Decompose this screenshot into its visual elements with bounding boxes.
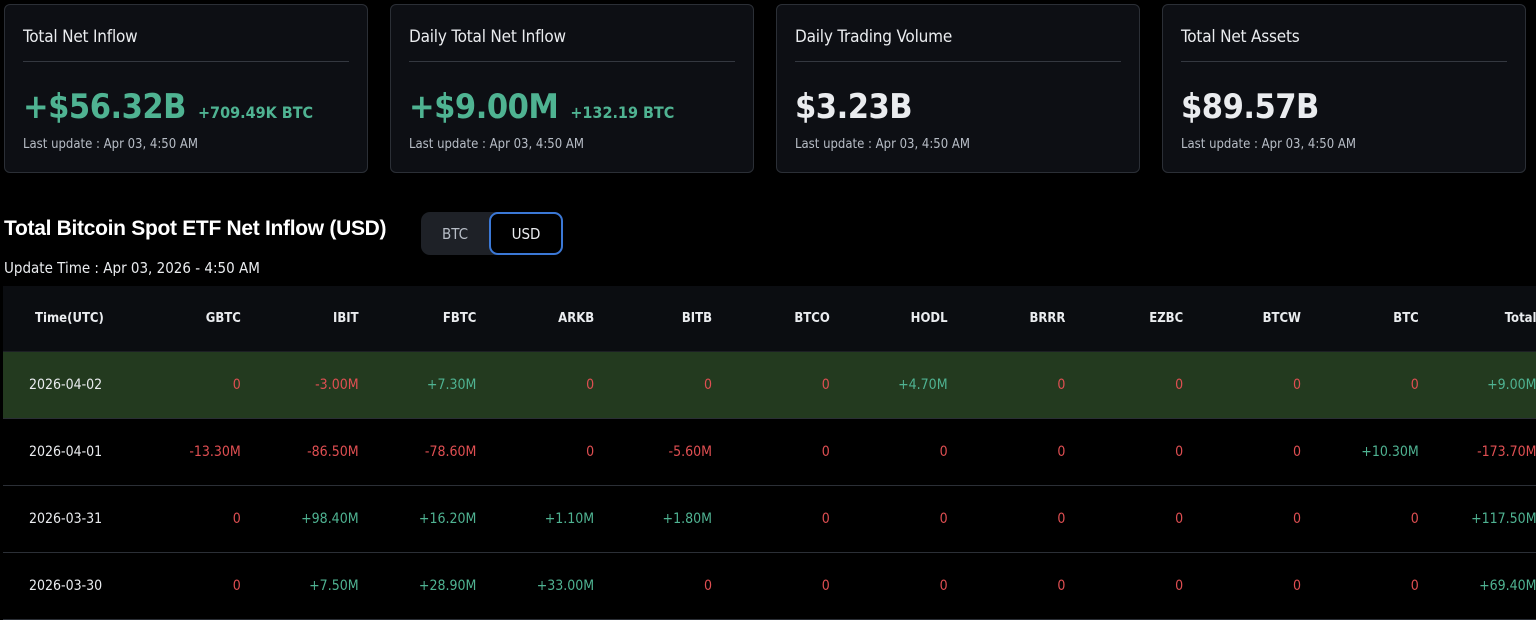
- section-title: Total Bitcoin Spot ETF Net Inflow (USD): [4, 217, 387, 240]
- card-title: Total Net Assets: [1181, 27, 1300, 47]
- cell-arkb: 0: [586, 444, 595, 460]
- table-row: 2026-03-30 0 +7.50M +28.90M +33.00M 0 0 0 0 0 0 0 +6…: [3, 553, 1536, 620]
- cell-btcw: 0: [1292, 444, 1301, 460]
- cell-btc: 0: [1410, 578, 1419, 594]
- toggle-usd-button[interactable]: USD: [489, 212, 563, 255]
- column-header-bitb[interactable]: BITB: [681, 311, 712, 326]
- cell-hodl: 0: [939, 444, 948, 460]
- column-header-total[interactable]: Total: [1504, 311, 1536, 326]
- cell-ezbc: 0: [1175, 444, 1184, 460]
- cell-btco: 0: [821, 377, 830, 393]
- card-title: Daily Total Net Inflow: [409, 27, 566, 47]
- card-value: +$9.00M: [409, 87, 559, 127]
- table-header-row: Time(UTC) GBTC IBIT FBTC ARKB BITB BTCO HODL BRR…: [3, 286, 1536, 352]
- column-header-btcw[interactable]: BTCW: [1262, 311, 1301, 326]
- etf-flow-table: Time(UTC) GBTC IBIT FBTC ARKB BITB BTCO HODL BRR…: [3, 286, 1536, 620]
- cell-total: +117.50M: [1471, 511, 1536, 527]
- cell-bitb: 0: [703, 578, 712, 594]
- column-header-ezbc[interactable]: EZBC: [1149, 311, 1184, 326]
- cell-fbtc: +16.20M: [418, 511, 477, 527]
- cell-arkb: +33.00M: [536, 578, 595, 594]
- cell-gbtc: 0: [232, 377, 241, 393]
- column-header-time-utc[interactable]: Time(UTC): [35, 311, 104, 326]
- cell-arkb: +1.10M: [544, 511, 595, 527]
- card-last-update: Last update : Apr 03, 4:50 AM: [1181, 137, 1356, 152]
- card-total-net-inflow: Total Net Inflow +$56.32B +709.49K BTC L…: [4, 4, 368, 173]
- cell-fbtc: -78.60M: [424, 444, 477, 460]
- cell-btcw: 0: [1292, 377, 1301, 393]
- card-value: $3.23B: [795, 87, 913, 127]
- card-title: Total Net Inflow: [23, 27, 138, 47]
- cell-btco: 0: [821, 578, 830, 594]
- cell-btc: +10.30M: [1361, 444, 1419, 460]
- cell-hodl: +4.70M: [898, 377, 948, 393]
- row-date: 2026-04-02: [29, 377, 103, 393]
- card-last-update: Last update : Apr 03, 4:50 AM: [795, 137, 970, 152]
- cell-btc: 0: [1410, 511, 1419, 527]
- column-header-brrr[interactable]: BRRR: [1029, 311, 1066, 326]
- column-header-arkb[interactable]: ARKB: [558, 311, 595, 326]
- cell-gbtc: 0: [232, 578, 241, 594]
- cell-btco: 0: [821, 444, 830, 460]
- cell-brrr: 0: [1057, 511, 1066, 527]
- divider: [1181, 61, 1507, 62]
- cell-gbtc: -13.30M: [189, 444, 241, 460]
- cell-ezbc: 0: [1175, 578, 1184, 594]
- column-header-hodl[interactable]: HODL: [910, 311, 948, 326]
- cell-ibit: +98.40M: [301, 511, 359, 527]
- update-time: Update Time : Apr 03, 2026 - 4:50 AM: [4, 259, 260, 277]
- row-date: 2026-03-30: [29, 578, 103, 594]
- cell-btcw: 0: [1292, 578, 1301, 594]
- cell-ibit: -86.50M: [307, 444, 359, 460]
- cell-bitb: -5.60M: [668, 444, 712, 460]
- table-row: 2026-04-02 0 -3.00M +7.30M 0 0 0 +4.70M 0 0 0 0 +9.0…: [3, 352, 1536, 419]
- card-last-update: Last update : Apr 03, 4:50 AM: [409, 137, 584, 152]
- cell-btc: 0: [1410, 377, 1419, 393]
- divider: [409, 61, 735, 62]
- summary-cards: Total Net Inflow +$56.32B +709.49K BTC L…: [4, 4, 1526, 173]
- column-header-ibit[interactable]: IBIT: [333, 311, 359, 326]
- column-header-btc[interactable]: BTC: [1393, 311, 1419, 326]
- cell-hodl: 0: [939, 578, 948, 594]
- cell-total: +69.40M: [1479, 578, 1536, 594]
- table-row: 2026-03-31 0 +98.40M +16.20M +1.10M +1.80M 0 0 0…: [3, 486, 1536, 553]
- column-header-fbtc[interactable]: FBTC: [442, 311, 477, 326]
- column-header-btco[interactable]: BTCO: [794, 311, 830, 326]
- cell-fbtc: +7.30M: [426, 377, 477, 393]
- cell-total: -173.70M: [1477, 444, 1536, 460]
- divider: [795, 61, 1121, 62]
- cell-brrr: 0: [1057, 444, 1066, 460]
- cell-gbtc: 0: [232, 511, 241, 527]
- card-value: +$56.32B: [23, 87, 186, 127]
- cell-brrr: 0: [1057, 377, 1066, 393]
- row-date: 2026-04-01: [29, 444, 103, 460]
- cell-fbtc: +28.90M: [418, 578, 477, 594]
- column-header-gbtc[interactable]: GBTC: [205, 311, 241, 326]
- divider: [23, 61, 349, 62]
- card-sub-value: +709.49K BTC: [197, 103, 314, 122]
- cell-ibit: +7.50M: [309, 578, 359, 594]
- cell-ezbc: 0: [1175, 377, 1184, 393]
- row-date: 2026-03-31: [29, 511, 103, 527]
- card-sub-value: +132.19 BTC: [570, 103, 675, 122]
- cell-brrr: 0: [1057, 578, 1066, 594]
- cell-arkb: 0: [586, 377, 595, 393]
- currency-toggle: BTC USD: [421, 212, 563, 255]
- cell-hodl: 0: [939, 511, 948, 527]
- cell-btcw: 0: [1292, 511, 1301, 527]
- card-value: $89.57B: [1181, 87, 1319, 127]
- cell-total: +9.00M: [1487, 377, 1536, 393]
- cell-ibit: -3.00M: [315, 377, 359, 393]
- card-daily-trading-volume: Daily Trading Volume $3.23B Last update …: [776, 4, 1140, 173]
- card-title: Daily Trading Volume: [795, 27, 953, 47]
- cell-bitb: +1.80M: [662, 511, 712, 527]
- card-total-net-assets: Total Net Assets $89.57B Last update : A…: [1162, 4, 1526, 173]
- table-row: 2026-04-01 -13.30M -86.50M -78.60M 0 -5.60M 0 0…: [3, 419, 1536, 486]
- cell-bitb: 0: [703, 377, 712, 393]
- toggle-btc-button[interactable]: BTC: [441, 224, 469, 243]
- cell-btco: 0: [821, 511, 830, 527]
- cell-ezbc: 0: [1175, 511, 1184, 527]
- card-daily-total-net-inflow: Daily Total Net Inflow +$9.00M +132.19 B…: [390, 4, 754, 173]
- card-last-update: Last update : Apr 03, 4:50 AM: [23, 137, 198, 152]
